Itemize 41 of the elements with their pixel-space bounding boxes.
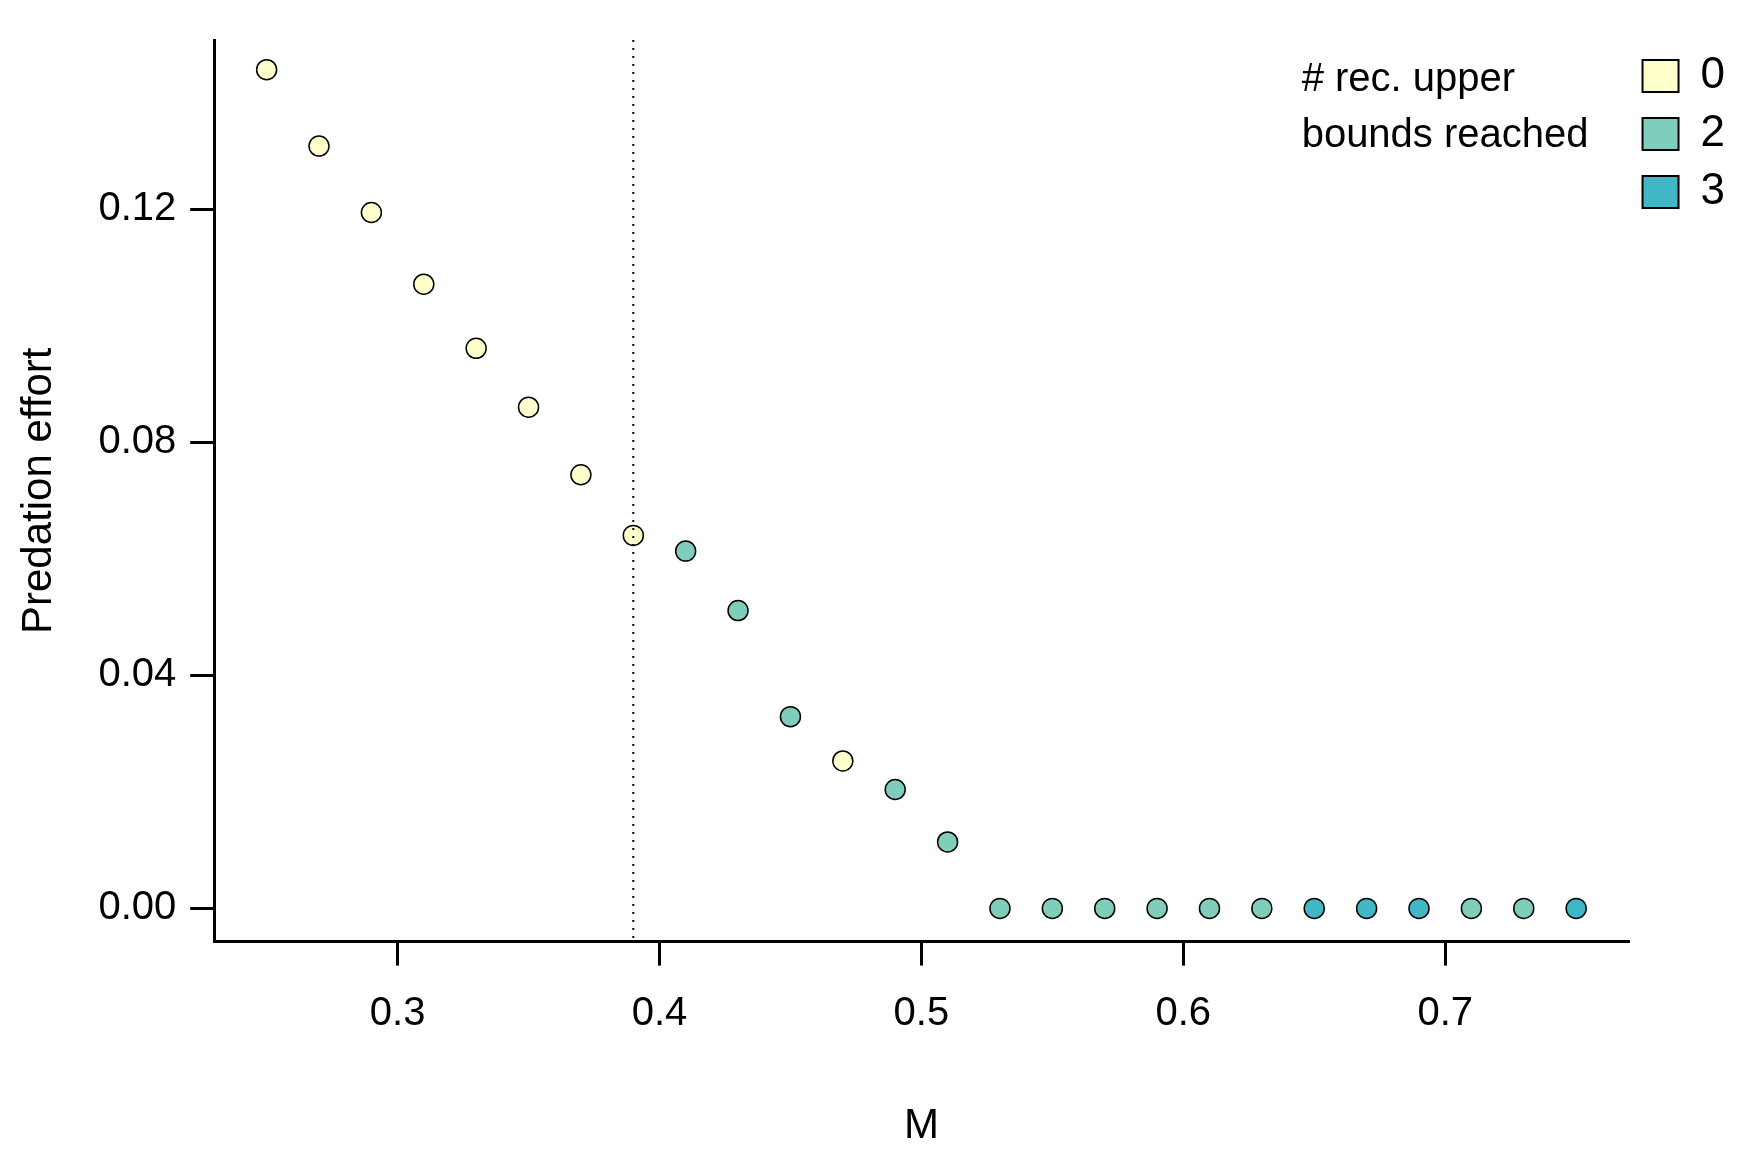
point [622, 524, 645, 547]
point [1146, 897, 1168, 920]
point [884, 778, 906, 801]
point [936, 831, 959, 853]
point [1408, 897, 1430, 920]
x-tick-label: 0.7 [1417, 988, 1473, 1033]
x-tick-label: 0.5 [893, 988, 950, 1033]
point [832, 750, 854, 772]
point [1355, 897, 1378, 920]
legend-label: 0 [1700, 48, 1726, 98]
point [1251, 897, 1273, 920]
legend-title: # rec. upper bounds reached [1301, 55, 1589, 156]
y-tick-label: 0.08 [98, 417, 177, 462]
y-axis-title: Predation effort [12, 347, 60, 635]
point [1513, 897, 1535, 920]
point [465, 337, 487, 360]
point [1093, 897, 1116, 920]
point [360, 201, 383, 224]
point [1303, 897, 1325, 920]
y-tick-label: 0.04 [98, 650, 177, 695]
legend-label: 3 [1700, 164, 1726, 214]
x-tick-label: 0.4 [631, 988, 688, 1033]
x-tick-label: 0.6 [1155, 988, 1212, 1033]
point [1041, 897, 1064, 920]
point [989, 897, 1011, 920]
legend-label: 2 [1700, 106, 1726, 156]
point [308, 135, 330, 157]
point [727, 599, 749, 622]
point [517, 396, 540, 418]
point [570, 464, 592, 486]
point [255, 58, 278, 81]
point [413, 273, 435, 295]
y-tick-label: 0.00 [98, 883, 177, 928]
x-axis-title: M [903, 1100, 939, 1148]
x-tick-label: 0.3 [369, 988, 426, 1033]
point [1565, 897, 1587, 920]
point [779, 705, 802, 728]
point [1198, 897, 1221, 920]
point [674, 540, 697, 562]
y-tick-label: 0.12 [98, 184, 177, 229]
point [1460, 897, 1483, 920]
